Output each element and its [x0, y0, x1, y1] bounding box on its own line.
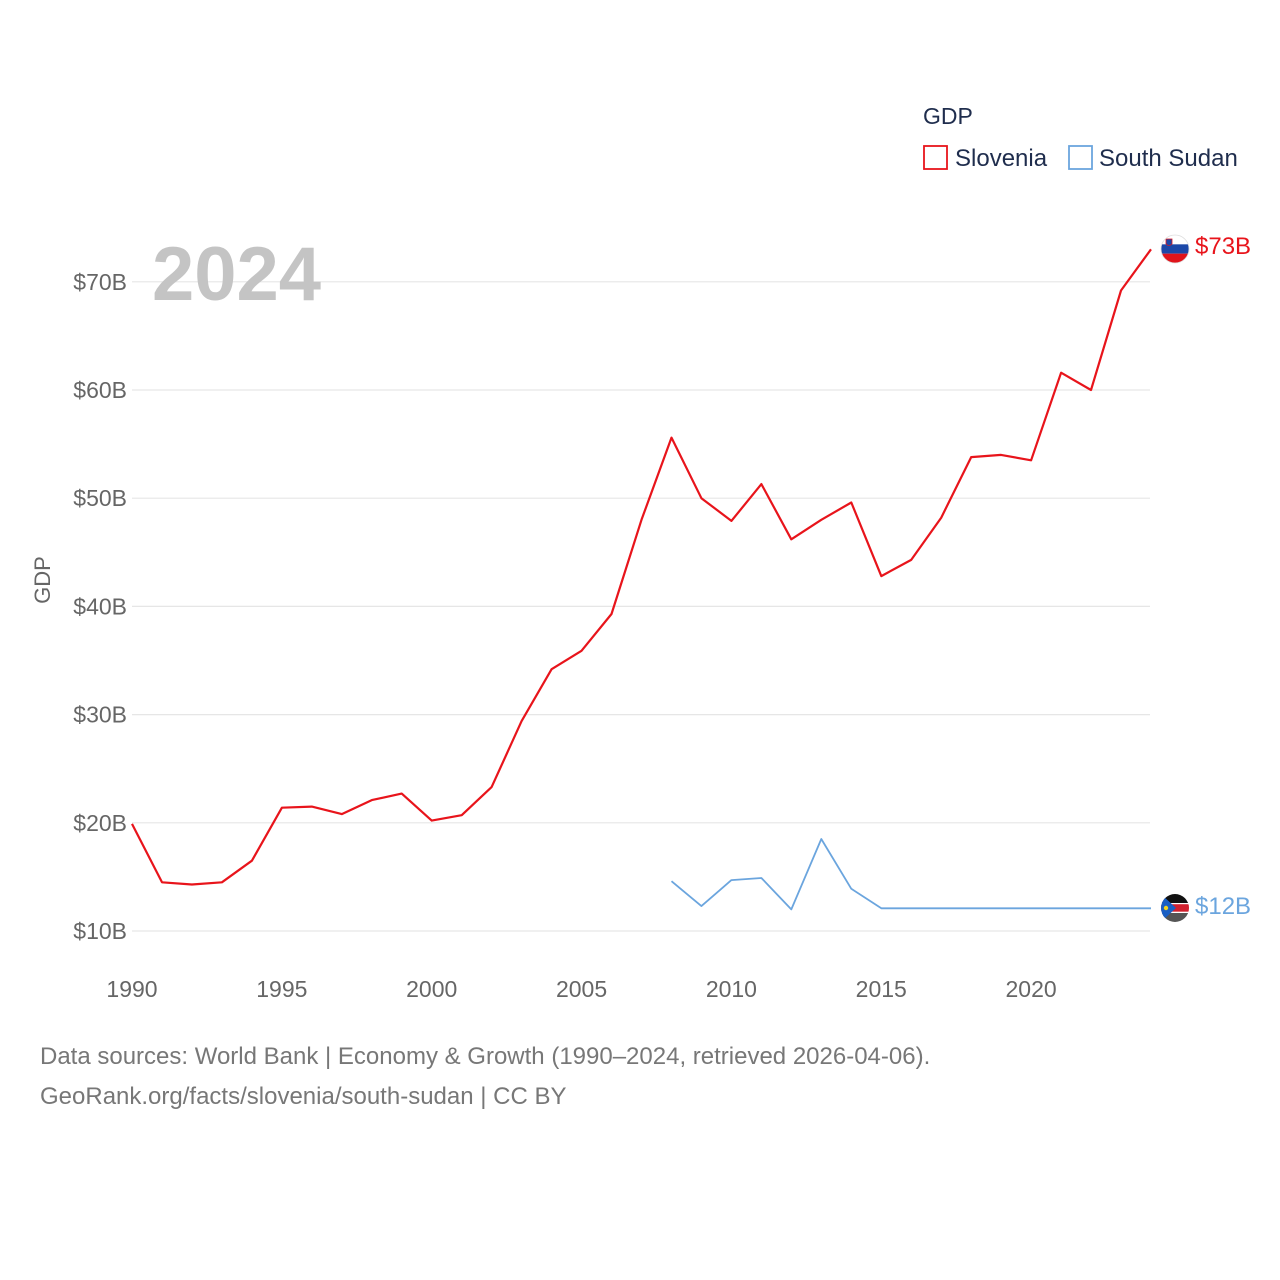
legend-item-slovenia[interactable]: Slovenia [923, 145, 1048, 172]
y-gridlines [132, 281, 1150, 932]
x-tick-label: 1990 [106, 976, 157, 1002]
y-tick-label: $40B [73, 593, 127, 619]
y-tick-label: $20B [73, 810, 127, 836]
y-axis-title: GDP [30, 556, 55, 604]
series-line-slovenia[interactable] [131, 248, 1152, 886]
legend-swatch-south-sudan [1068, 145, 1093, 170]
year-watermark: 2024 [152, 232, 321, 317]
south-sudan-flag-icon [1161, 894, 1189, 922]
y-tick-label: $30B [73, 702, 127, 728]
source-line-2: GeoRank.org/facts/slovenia/south-sudan |… [40, 1083, 567, 1110]
series-line-south-sudan[interactable] [670, 838, 1152, 911]
x-tick-label: 2010 [706, 976, 757, 1002]
legend-swatch-slovenia [923, 145, 948, 170]
end-label-slovenia: $73B [1195, 233, 1251, 260]
x-tick-label: 1995 [256, 976, 307, 1002]
legend-label-south-sudan: South Sudan [1099, 145, 1238, 172]
source-line-1: Data sources: World Bank | Economy & Gro… [40, 1043, 931, 1070]
x-tick-label: 2015 [856, 976, 907, 1002]
legend-title: GDP [923, 103, 973, 129]
y-tick-label: $10B [73, 918, 127, 944]
x-tick-label: 2020 [1006, 976, 1057, 1002]
y-tick-label: $60B [73, 377, 127, 403]
y-tick-label: $70B [73, 269, 127, 295]
x-tick-label: 2005 [556, 976, 607, 1002]
legend-item-south-sudan[interactable]: South Sudan [1068, 145, 1238, 172]
legend-label-slovenia: Slovenia [955, 145, 1048, 172]
y-axis-ticks: $10B $20B $30B $40B $50B $60B $70B [73, 269, 127, 944]
slovenia-flag-icon [1160, 234, 1190, 264]
end-label-south-sudan: $12B [1195, 893, 1251, 920]
y-tick-label: $50B [73, 485, 127, 511]
x-tick-label: 2000 [406, 976, 457, 1002]
x-axis-ticks: 1990 1995 2000 2005 2010 2015 2020 [106, 976, 1056, 1002]
